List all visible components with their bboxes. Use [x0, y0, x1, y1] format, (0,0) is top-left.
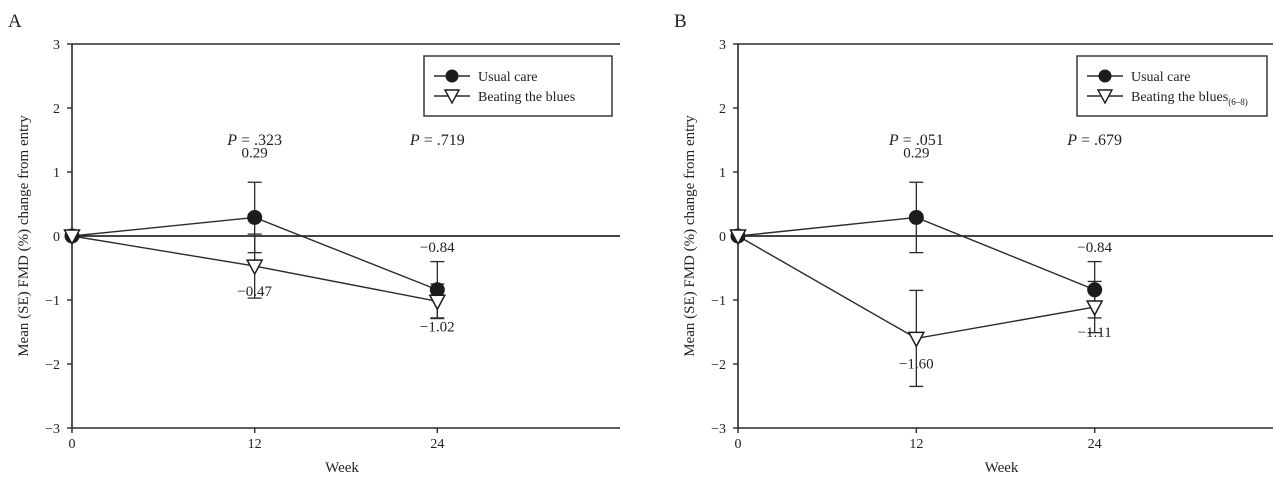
y-tick-label: 3: [719, 38, 726, 53]
y-tick-label: 2: [719, 102, 726, 117]
legend-series-name: Usual care: [478, 70, 537, 85]
p-value-symbol: P: [226, 132, 237, 149]
legend-label: Beating the blues: [478, 90, 575, 105]
data-point-usual-care: [1087, 282, 1103, 298]
data-value-label: −0.47: [237, 284, 272, 300]
p-value-text: = .051: [899, 132, 944, 149]
y-tick-label: 0: [53, 230, 60, 245]
data-value-label: 0.29: [242, 145, 268, 161]
p-value-annotation: P = .051: [888, 132, 944, 149]
y-tick-label: −3: [711, 422, 726, 437]
data-value-label: −1.02: [420, 319, 455, 335]
legend-marker-beating-the-blues: [443, 89, 461, 105]
y-tick-label: −3: [45, 422, 60, 437]
legend-label: Usual care: [1131, 70, 1190, 85]
legend-series-name: Usual care: [1131, 70, 1190, 85]
y-tick-label: 2: [53, 102, 60, 117]
x-tick-label: 0: [735, 437, 742, 452]
data-value-label: −1.11: [1078, 325, 1112, 341]
data-point-beating-the-blues: [245, 259, 264, 276]
y-tick-label: −2: [711, 358, 726, 373]
y-tick-label: 1: [53, 166, 60, 181]
p-value-symbol: P: [888, 132, 899, 149]
legend-series-name: Beating the blues: [478, 90, 575, 105]
data-point-beating-the-blues: [63, 229, 81, 246]
x-tick-label: 12: [909, 437, 923, 452]
data-value-label: −0.84: [1077, 240, 1112, 256]
x-tick-label: 0: [69, 437, 76, 452]
y-tick-label: 3: [53, 38, 60, 53]
data-point-beating-the-blues: [729, 229, 747, 246]
panel-letter-a: A: [8, 11, 22, 32]
p-value-text: = .679: [1077, 132, 1122, 149]
y-tick-label: 0: [719, 230, 726, 245]
x-axis-title: Week: [985, 460, 1019, 476]
p-value-text: = .719: [420, 132, 465, 149]
x-tick-label: 24: [430, 437, 444, 452]
y-tick-label: −2: [45, 358, 60, 373]
legend-marker-usual-care: [445, 69, 459, 83]
p-value-symbol: P: [409, 132, 420, 149]
legend-label: Beating the blues(6–8): [1131, 90, 1248, 107]
y-tick-label: −1: [45, 294, 60, 309]
data-point-usual-care: [908, 209, 924, 225]
p-value-annotation: P = .323: [226, 132, 282, 149]
x-tick-label: 12: [248, 437, 262, 452]
data-value-label: −1.60: [899, 356, 934, 372]
x-axis-title: Week: [325, 460, 359, 476]
x-tick-label: 24: [1088, 437, 1102, 452]
p-value-annotation: P = .679: [1066, 132, 1122, 149]
legend-box: [423, 55, 613, 117]
p-value-annotation: P = .719: [409, 132, 465, 149]
data-point-usual-care: [247, 209, 263, 225]
y-tick-label: −1: [711, 294, 726, 309]
y-tick-label: 1: [719, 166, 726, 181]
data-point-beating-the-blues: [907, 331, 926, 348]
y-axis-title: Mean (SE) FMD (%) change from entry: [682, 115, 698, 357]
legend-label: Usual care: [478, 70, 537, 85]
y-axis-title: Mean (SE) FMD (%) change from entry: [16, 115, 32, 357]
data-point-beating-the-blues: [428, 294, 447, 311]
data-point-beating-the-blues: [1085, 300, 1104, 317]
data-value-label: 0.29: [903, 145, 929, 161]
data-value-label: −0.84: [420, 240, 455, 256]
p-value-text: = .323: [237, 132, 282, 149]
legend-marker-beating-the-blues: [1096, 89, 1114, 105]
legend-series-subscript: (6–8): [1228, 97, 1248, 107]
legend-box: [1076, 55, 1268, 117]
panel-letter-b: B: [674, 11, 687, 32]
legend-marker-usual-care: [1098, 69, 1112, 83]
legend-series-name: Beating the blues: [1131, 90, 1228, 105]
p-value-symbol: P: [1066, 132, 1077, 149]
